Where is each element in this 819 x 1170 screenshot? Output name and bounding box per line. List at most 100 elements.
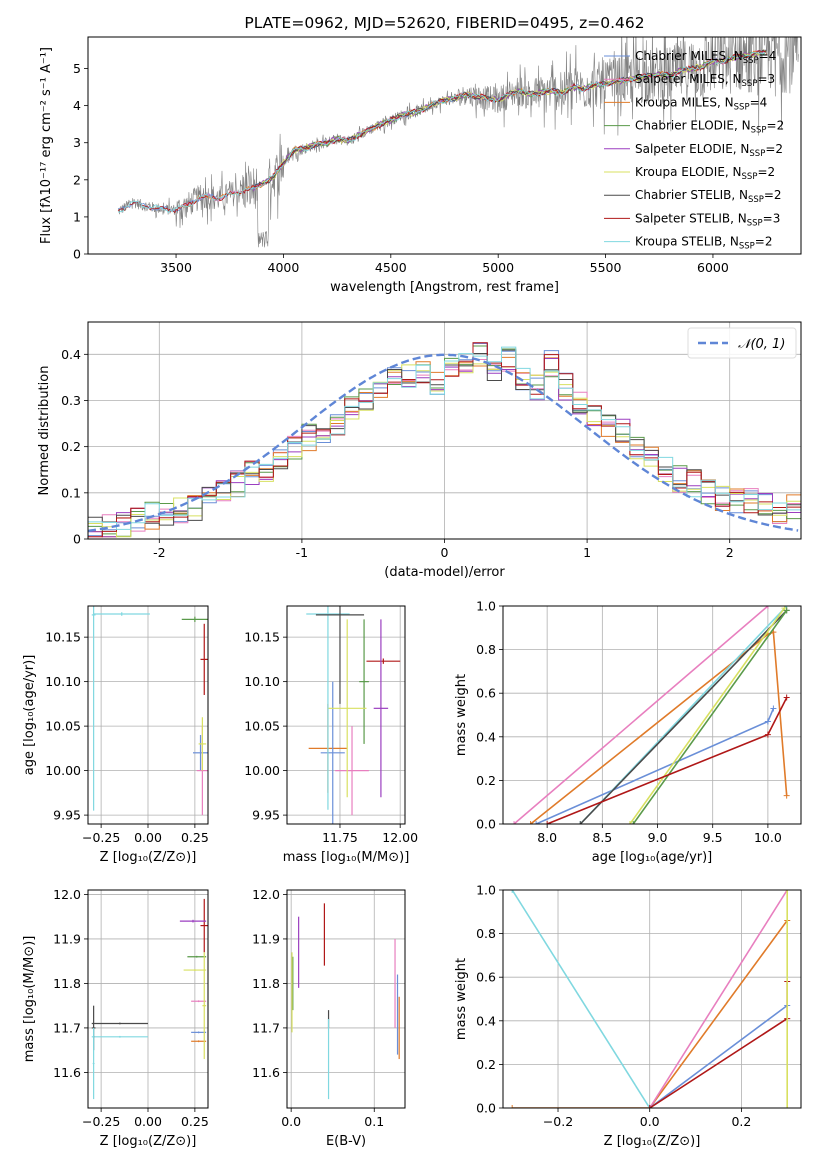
y-tick-label: 2 — [73, 172, 81, 187]
grid — [88, 606, 208, 824]
mass-weight-marker — [626, 821, 633, 824]
y-tick-label: 3 — [73, 135, 81, 150]
mass-weight-marker — [509, 1105, 516, 1108]
legend-suffix: =2 — [757, 165, 775, 179]
legend-entry: 𝒩(0, 1) — [738, 337, 785, 352]
y-tick-label: 10.15 — [45, 630, 81, 645]
x-axis-label: age [log₁₀(age/yr)] — [592, 850, 713, 865]
mass-weight-marker — [764, 718, 771, 725]
mass-weight-marker — [533, 821, 540, 824]
legend-text: Chabrier MILES, N — [635, 49, 743, 63]
errorbar-point — [179, 919, 207, 923]
legend-entry: Kroupa ELODIE, NSSP=2 — [635, 165, 775, 182]
y-tick-label: 10.00 — [45, 763, 81, 778]
legend-entry: Salpeter STELIB, NSSP=3 — [635, 211, 780, 228]
mass-weight-line-6 — [632, 609, 788, 824]
legend-text: Kroupa ELODIE, N — [635, 165, 742, 179]
y-tick-label: 0.8 — [476, 926, 496, 941]
y-tick-label: 12.0 — [252, 887, 280, 902]
y-tick-label: 0.4 — [61, 347, 81, 362]
x-axis-label: Z [log₁₀(Z/Z⊙)] — [100, 1134, 197, 1149]
legend-sub: SSP — [739, 242, 755, 252]
y-tick-label: 10.05 — [45, 719, 81, 734]
x-tick-label: 3500 — [160, 260, 192, 275]
histogram-kroupa_stelib — [88, 346, 801, 530]
axes-frame — [286, 889, 406, 1109]
x-tick-label: −0.2 — [543, 1114, 573, 1129]
legend-text: Salpeter MILES, N — [635, 72, 742, 86]
y-tick-label: 9.95 — [53, 808, 81, 823]
legend-suffix: =4 — [750, 95, 768, 109]
legend: 𝒩(0, 1) — [687, 327, 797, 359]
axes-frame — [87, 889, 209, 1109]
errorbar-point — [93, 612, 150, 616]
plot-area — [117, 37, 799, 248]
y-tick-label: 9.95 — [252, 808, 280, 823]
errorbar-point — [193, 735, 208, 771]
errorbar-point — [187, 955, 207, 958]
mass-weight-marker — [783, 792, 790, 799]
x-tick-label: 0.00 — [134, 1114, 162, 1129]
x-tick-label: 8.5 — [592, 830, 612, 845]
x-tick-label: 5500 — [590, 260, 622, 275]
y-tick-label: 11.7 — [53, 1020, 81, 1035]
legend-entry: Kroupa STELIB, NSSP=2 — [635, 235, 773, 252]
mass-weight-line-4 — [579, 609, 788, 824]
y-axis-label: Normed distribution — [37, 366, 52, 496]
y-tick-label: 0.1 — [61, 485, 81, 500]
errorbar-point — [327, 619, 367, 798]
y-tick-label: 0.2 — [61, 439, 81, 454]
legend-suffix: =3 — [763, 211, 781, 225]
y-tick-label: 1.0 — [476, 883, 496, 898]
plot-area — [509, 890, 791, 1108]
errorbar-point — [91, 1035, 148, 1038]
x-tick-label: 0.1 — [364, 1114, 384, 1129]
legend-suffix: =2 — [765, 142, 783, 156]
axes-frame — [502, 605, 802, 825]
mass-weight-marker — [783, 694, 790, 701]
legend-text: Salpeter STELIB, N — [635, 211, 747, 225]
model-line-7 — [117, 49, 767, 214]
y-tick-label: 11.8 — [252, 976, 280, 991]
errorbar-point — [320, 681, 345, 824]
axes-frame — [87, 605, 209, 825]
axes-frame — [87, 321, 802, 540]
axes-age_vs_Z: −0.25 0.00 0.25 9.95 10.00 10.05 10.10 10.15 Z [… — [22, 605, 209, 865]
legend-sub: SSP — [748, 195, 764, 205]
errorbar-point — [198, 717, 207, 771]
legend-sub: SSP — [751, 126, 767, 136]
y-tick-label: 0.0 — [476, 1101, 496, 1116]
errorbar-point — [366, 658, 401, 664]
mass-weight-line-0 — [511, 890, 651, 1108]
legend-entry: Kroupa MILES, NSSP=4 — [635, 95, 767, 112]
plot-area — [291, 903, 400, 1100]
legend-suffix: =2 — [767, 119, 785, 133]
mass-weight-line-0 — [513, 606, 769, 824]
mass-weight-marker — [511, 821, 518, 824]
y-tick-label: 10.10 — [244, 674, 280, 689]
errorbar-point — [191, 1000, 207, 1003]
x-tick-label: 9.0 — [648, 830, 668, 845]
errorbar-point — [202, 952, 207, 1060]
chart-title: PLATE=0962, MJD=52620, FIBERID=0495, z=0… — [244, 14, 644, 32]
x-tick-label: 12.00 — [382, 830, 418, 845]
x-tick-label: 10.0 — [754, 830, 782, 845]
y-axis-label: mass weight — [454, 958, 469, 1040]
legend-suffix: =2 — [755, 235, 773, 249]
mass-weight-marker — [630, 821, 637, 824]
legend-sub: SSP — [743, 56, 759, 66]
legend-text: Salpeter ELODIE, N — [635, 142, 749, 156]
y-tick-label: 11.9 — [53, 931, 81, 946]
axes-mass_vs_EBV: 0.0 0.1 11.6 11.7 11.8 11.9 12.0 E(B-V) — [252, 887, 406, 1149]
plot-area — [91, 606, 208, 816]
x-tick-label: −0.25 — [82, 830, 120, 845]
y-tick-label: 11.8 — [53, 976, 81, 991]
errorbar-point — [373, 619, 389, 798]
mass-weight-marker — [764, 731, 771, 738]
mass-weight-line-1 — [535, 708, 775, 824]
frame: 0.0 0.1 11.6 11.7 11.8 11.9 12.0 E(B-V) — [252, 887, 406, 1149]
x-tick-label: 0.0 — [640, 1114, 660, 1129]
legend-suffix: =3 — [757, 72, 775, 86]
errorbar-point — [200, 898, 208, 953]
